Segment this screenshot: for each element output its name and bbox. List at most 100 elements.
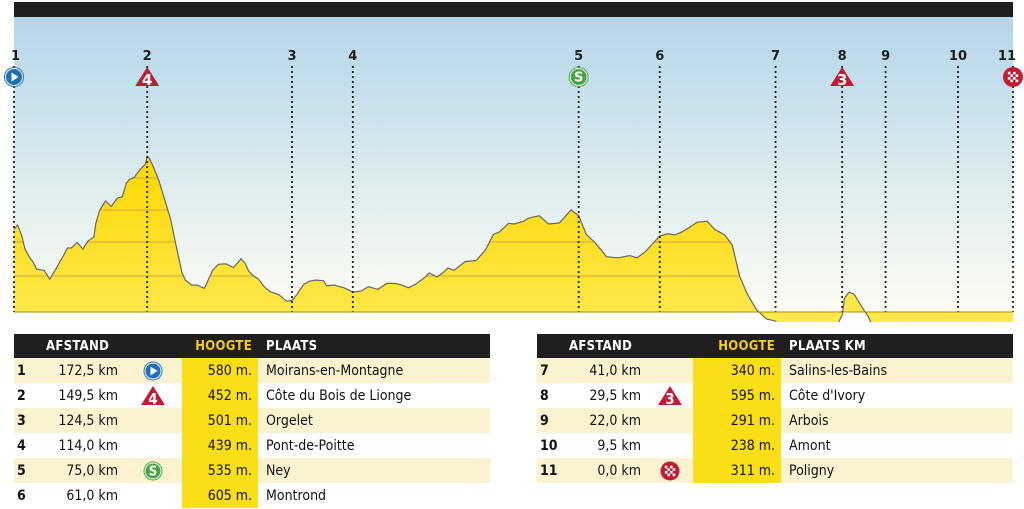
finish-icon — [657, 460, 683, 482]
marker-number: 5 — [574, 49, 583, 64]
row-number: 9 — [537, 408, 563, 433]
row-plaats: Côte du Bois de Lionge — [266, 387, 412, 404]
svg-text:S: S — [149, 464, 157, 479]
table-row: 4 114,0 km 439 m. Pont-de-Poitte — [14, 433, 490, 458]
row-plaats: Moirans-en-Montagne — [258, 358, 490, 383]
marker-2: 24 — [135, 49, 160, 312]
row-icon — [124, 358, 182, 383]
climb-icon: 3 — [830, 67, 855, 89]
row-plaats: Côte d'Ivory — [789, 387, 866, 404]
marker-number: 8 — [838, 49, 847, 64]
climb-icon: 4 — [140, 385, 166, 407]
marker-number: 7 — [771, 49, 780, 64]
elevation-line — [13, 155, 872, 322]
row-hoogte: 452 m. — [182, 383, 258, 408]
row-afstand: 9,5 km — [597, 437, 641, 454]
marker-1: 1 — [4, 49, 24, 312]
row-icon: 3 — [647, 383, 693, 408]
row-number: 11 — [537, 458, 563, 483]
row-number: 3 — [14, 408, 40, 433]
table-row: 10 9,5 km 238 m. Amont — [537, 433, 1013, 458]
marker-number: 2 — [143, 49, 152, 64]
row-plaats: Orgelet — [258, 408, 490, 433]
marker-3: 3 — [287, 49, 297, 312]
svg-text:4: 4 — [148, 390, 157, 407]
marker-number: 4 — [348, 49, 357, 64]
marker-11: 11 — [998, 49, 1023, 312]
row-hoogte: 311 m. — [693, 458, 781, 483]
header-hoogte: HOOGTE — [693, 334, 781, 358]
row-afstand: 41,0 km — [563, 358, 647, 383]
row-number: 8 — [540, 387, 549, 404]
row-plaats: Poligny — [781, 458, 1013, 483]
stage-profile-chart: 1 243 4 5S6 7 839 10 11 — [4, 2, 1023, 322]
row-plaats: Salins-les-Bains — [781, 358, 1013, 383]
row-hoogte: 580 m. — [182, 358, 258, 383]
marker-10: 10 — [949, 49, 967, 312]
row-afstand: 124,5 km — [40, 408, 124, 433]
marker-number: 9 — [881, 49, 890, 64]
header-afstand: AFSTAND — [563, 334, 647, 358]
marker-number: 11 — [998, 49, 1016, 64]
row-hoogte: 291 m. — [693, 408, 781, 433]
table-row: 2 149,5 km 4 452 m. Côte du Bois de Lionge — [14, 383, 490, 408]
top-bar — [14, 2, 1013, 17]
row-hoogte: 439 m. — [182, 433, 258, 458]
row-icon: 4 — [124, 383, 182, 408]
row-afstand: 75,0 km — [40, 458, 124, 483]
start-icon — [4, 67, 24, 87]
marker-6: 6 — [655, 49, 664, 312]
table-row: 1 172,5 km 580 m. Moirans-en-Montagne — [14, 358, 490, 383]
row-number: 6 — [17, 487, 26, 504]
table-header: AFSTAND HOOGTE PLAATS — [14, 334, 490, 358]
climb-icon: 4 — [135, 67, 160, 89]
table-row: 5 75,0 km S 535 m. Ney — [14, 458, 490, 483]
table-row: 3 124,5 km 501 m. Orgelet — [14, 408, 490, 433]
svg-text:3: 3 — [665, 390, 674, 407]
svg-text:3: 3 — [837, 71, 847, 89]
row-afstand: 0,0 km — [563, 458, 647, 483]
header-plaats-km: PLAATS KM — [781, 334, 1013, 358]
table-row: 11 0,0 km 311 m. Poligny — [537, 458, 1013, 483]
header-afstand: AFSTAND — [40, 334, 124, 358]
row-icon — [124, 433, 182, 458]
table-row: 9 22,0 km 291 m. Arbois — [537, 408, 1013, 433]
row-icon — [647, 458, 693, 483]
table-row: 6 61,0 km 605 m. Montrond — [14, 483, 490, 508]
sprint-icon: S — [140, 460, 166, 482]
sprint-icon: S — [568, 67, 589, 87]
marker-number: 1 — [11, 49, 20, 64]
row-number: 1 — [14, 358, 40, 383]
waypoints-table-left: AFSTAND HOOGTE PLAATS 1 172,5 km 580 m. Moi… — [14, 334, 490, 508]
row-afstand: 61,0 km — [66, 487, 118, 504]
row-number: 4 — [17, 437, 26, 454]
row-plaats: Pont-de-Poitte — [266, 437, 355, 454]
row-plaats: Ney — [258, 458, 490, 483]
climb-icon: 3 — [657, 385, 683, 407]
marker-7: 7 — [771, 49, 780, 312]
table-row: 8 29,5 km 3 595 m. Côte d'Ivory — [537, 383, 1013, 408]
header-hoogte: HOOGTE — [182, 334, 258, 358]
marker-8: 83 — [830, 49, 855, 312]
marker-4: 4 — [348, 49, 357, 312]
row-hoogte: 605 m. — [182, 483, 258, 508]
finish-icon — [1003, 67, 1023, 87]
svg-text:S: S — [574, 71, 583, 86]
marker-number: 3 — [287, 49, 296, 64]
row-icon — [124, 408, 182, 433]
row-icon — [647, 433, 693, 458]
start-icon — [140, 360, 166, 382]
row-icon: S — [124, 458, 182, 483]
row-hoogte: 340 m. — [693, 358, 781, 383]
row-icon — [124, 483, 182, 508]
row-plaats: Amont — [789, 437, 831, 454]
row-afstand: 149,5 km — [58, 387, 118, 404]
row-hoogte: 535 m. — [182, 458, 258, 483]
row-plaats: Montrond — [266, 487, 327, 504]
row-hoogte: 238 m. — [693, 433, 781, 458]
row-afstand: 22,0 km — [563, 408, 647, 433]
row-number: 7 — [537, 358, 563, 383]
row-afstand: 29,5 km — [589, 387, 641, 404]
marker-number: 10 — [949, 49, 967, 64]
elevation-area — [14, 156, 1013, 322]
